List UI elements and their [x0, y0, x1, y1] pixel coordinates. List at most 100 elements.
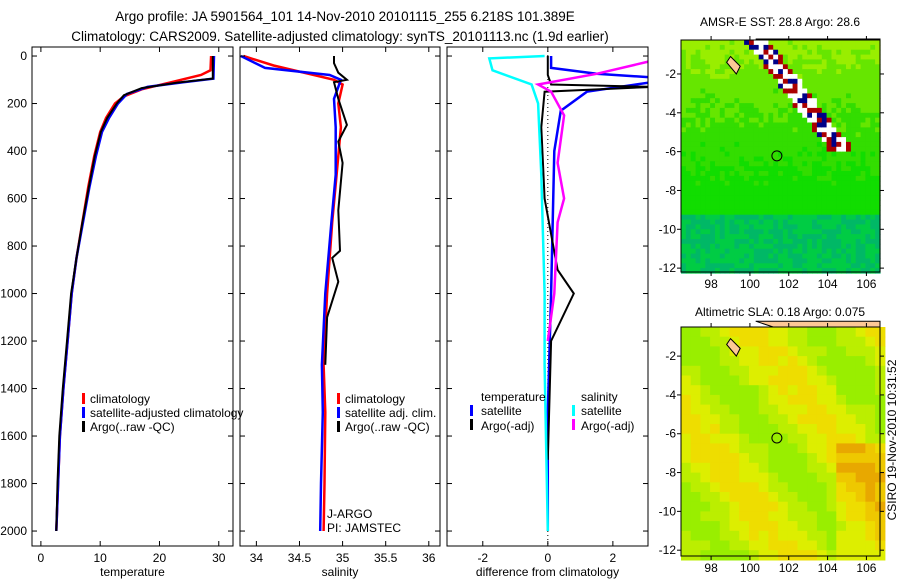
map-cell [719, 501, 731, 512]
map-cell [865, 263, 871, 269]
map-cell [749, 137, 755, 143]
map-cell [836, 54, 842, 61]
map-cell [787, 540, 799, 551]
map-cell [690, 44, 697, 51]
map-cell [782, 112, 789, 119]
map-cell [831, 214, 837, 221]
map-cell [685, 195, 692, 201]
map-cell [749, 88, 755, 94]
map-cell [695, 219, 702, 226]
map-cell [710, 234, 716, 240]
map-cell [860, 117, 867, 124]
map-cell [802, 69, 808, 75]
map-cell [850, 103, 857, 109]
map-cell [729, 40, 735, 46]
map-cell [773, 234, 779, 240]
map-cell [850, 175, 857, 182]
map-cell [681, 93, 687, 99]
map-cell [865, 78, 871, 85]
map-cell [787, 253, 794, 260]
map-cell [821, 64, 828, 70]
map-cell [739, 112, 745, 119]
map-cell [821, 98, 828, 104]
map-cell [831, 40, 837, 46]
series-line-salinity-argo-adj- [534, 60, 648, 342]
map-cell [826, 443, 837, 454]
map-cell [768, 414, 779, 425]
map-cell [778, 414, 789, 425]
map-cell [821, 214, 828, 221]
map-cell [768, 83, 774, 90]
map-cell [797, 501, 808, 512]
map-cell [758, 127, 765, 133]
map-cell [787, 190, 794, 196]
map-cell [715, 200, 721, 206]
map-cell [875, 74, 881, 80]
map-cell [778, 180, 784, 187]
map-cell [681, 453, 692, 464]
map-cell [758, 239, 765, 245]
map-cell [841, 88, 847, 94]
map-cell [787, 161, 794, 167]
map-cell [860, 74, 867, 80]
map-cell [826, 219, 833, 226]
map-cell [797, 443, 808, 454]
map-cell [690, 268, 697, 274]
side-timestamp-label: CSIRO 19-Nov-2010 10:31:52 [885, 359, 899, 520]
map-cell [821, 137, 828, 143]
map-cell [836, 171, 842, 177]
legend-swatch-satellite [82, 407, 85, 418]
map-cell [778, 200, 784, 206]
map-cell [690, 180, 697, 187]
map-cell [797, 214, 803, 221]
map-cell [821, 141, 828, 148]
map-cell [870, 253, 876, 260]
map-cell [860, 156, 867, 162]
map-cell [865, 214, 871, 221]
map-cell [807, 482, 818, 493]
map-cell [778, 185, 784, 192]
map-cell [826, 171, 833, 177]
map-cell [787, 78, 794, 85]
map-cell [782, 185, 789, 192]
map-cell [681, 239, 687, 245]
map-cell [700, 195, 706, 201]
map-cell [826, 122, 833, 128]
map-cells [681, 327, 886, 561]
map-cell [875, 137, 881, 143]
map-cell [753, 88, 760, 94]
map-cell [695, 224, 702, 230]
map-cell [850, 243, 857, 250]
map-cell [710, 190, 716, 196]
map-cell [870, 122, 876, 128]
map-cell [850, 83, 857, 90]
map-cell [870, 200, 876, 206]
map-cell [739, 404, 750, 415]
map-cell [758, 540, 769, 551]
map-cell [778, 385, 789, 396]
map-cell [753, 166, 760, 172]
map-cell [855, 239, 862, 245]
map-cell [826, 550, 837, 561]
map-cell [812, 190, 818, 196]
map-cell [855, 44, 862, 51]
map-cell [821, 122, 828, 128]
map-cell [739, 521, 750, 532]
map-cell [865, 327, 876, 338]
map-cell [846, 171, 852, 177]
map-cell [797, 209, 803, 216]
map-cell [773, 74, 779, 80]
map-cell [850, 64, 857, 70]
map-cell [807, 530, 818, 542]
map-cell [841, 229, 847, 235]
map-cell [749, 243, 755, 250]
map-cell [739, 171, 745, 177]
map-cell [749, 521, 760, 532]
map-cell [719, 44, 726, 51]
map-cell [797, 175, 803, 182]
map-cell [749, 234, 755, 240]
map-cell [802, 185, 808, 192]
lon-tick-label: 104 [818, 277, 838, 291]
map-cell [831, 137, 837, 143]
map-cell [729, 200, 735, 206]
